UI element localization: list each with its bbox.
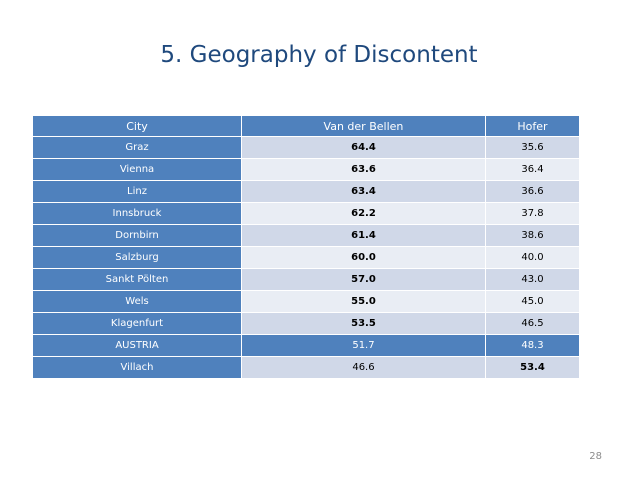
value-cell: 63.6 [241, 158, 486, 181]
city-cell: AUSTRIA [32, 334, 242, 357]
city-cell: Linz [32, 180, 242, 203]
city-cell: Villach [32, 356, 242, 379]
value-cell: 61.4 [241, 224, 486, 247]
value-cell: 55.0 [241, 290, 486, 313]
value-cell: 40.0 [484, 246, 581, 269]
table-row: Sankt Pölten 57.0 43.0 [32, 268, 581, 291]
value-cell: 64.4 [241, 136, 486, 159]
value-cell: 46.6 [241, 356, 486, 379]
table-row: Linz 63.4 36.6 [32, 180, 581, 203]
table-row: Innsbruck 62.2 37.8 [32, 202, 581, 225]
city-cell: Innsbruck [32, 202, 242, 225]
city-cell: Sankt Pölten [32, 268, 242, 291]
table-row: Dornbirn 61.4 38.6 [32, 224, 581, 247]
value-cell: 35.6 [484, 136, 581, 159]
value-cell: 37.8 [484, 202, 581, 225]
page-number: 28 [589, 451, 602, 462]
table-row: Vienna 63.6 36.4 [32, 158, 581, 181]
value-cell: 36.4 [484, 158, 581, 181]
column-header: Van der Bellen [241, 115, 486, 137]
value-cell: 51.7 [241, 334, 486, 357]
city-cell: Salzburg [32, 246, 242, 269]
value-cell: 43.0 [484, 268, 581, 291]
value-cell: 62.2 [241, 202, 486, 225]
header-row: City Van der Bellen Hofer [32, 115, 581, 137]
value-cell: 48.3 [484, 334, 581, 357]
column-header: Hofer [484, 115, 581, 137]
city-cell: Vienna [32, 158, 242, 181]
column-header: City [32, 115, 242, 137]
value-cell: 53.4 [484, 356, 581, 379]
city-cell: Graz [32, 136, 242, 159]
city-cell: Klagenfurt [32, 312, 242, 335]
value-cell: 63.4 [241, 180, 486, 203]
table-row: Wels 55.0 45.0 [32, 290, 581, 313]
table-row: Salzburg 60.0 40.0 [32, 246, 581, 269]
table-row: Graz 64.4 35.6 [32, 136, 581, 159]
value-cell: 45.0 [484, 290, 581, 313]
value-cell: 60.0 [241, 246, 486, 269]
table-row: Villach 46.6 53.4 [32, 356, 581, 379]
value-cell: 57.0 [241, 268, 486, 291]
table-row: AUSTRIA 51.7 48.3 [32, 334, 581, 357]
value-cell: 53.5 [241, 312, 486, 335]
table-body: Graz 64.4 35.6 Vienna 63.6 36.4 Linz 63.4 36.6 In… [32, 136, 581, 379]
city-cell: Dornbirn [32, 224, 242, 247]
value-cell: 38.6 [484, 224, 581, 247]
value-cell: 46.5 [484, 312, 581, 335]
value-cell: 36.6 [484, 180, 581, 203]
results-table: City Van der Bellen Hofer Graz 64.4 35.6 Vien… [32, 115, 581, 379]
table-row: Klagenfurt 53.5 46.5 [32, 312, 581, 335]
slide-title: 5. Geography of Discontent [160, 42, 478, 68]
city-cell: Wels [32, 290, 242, 313]
